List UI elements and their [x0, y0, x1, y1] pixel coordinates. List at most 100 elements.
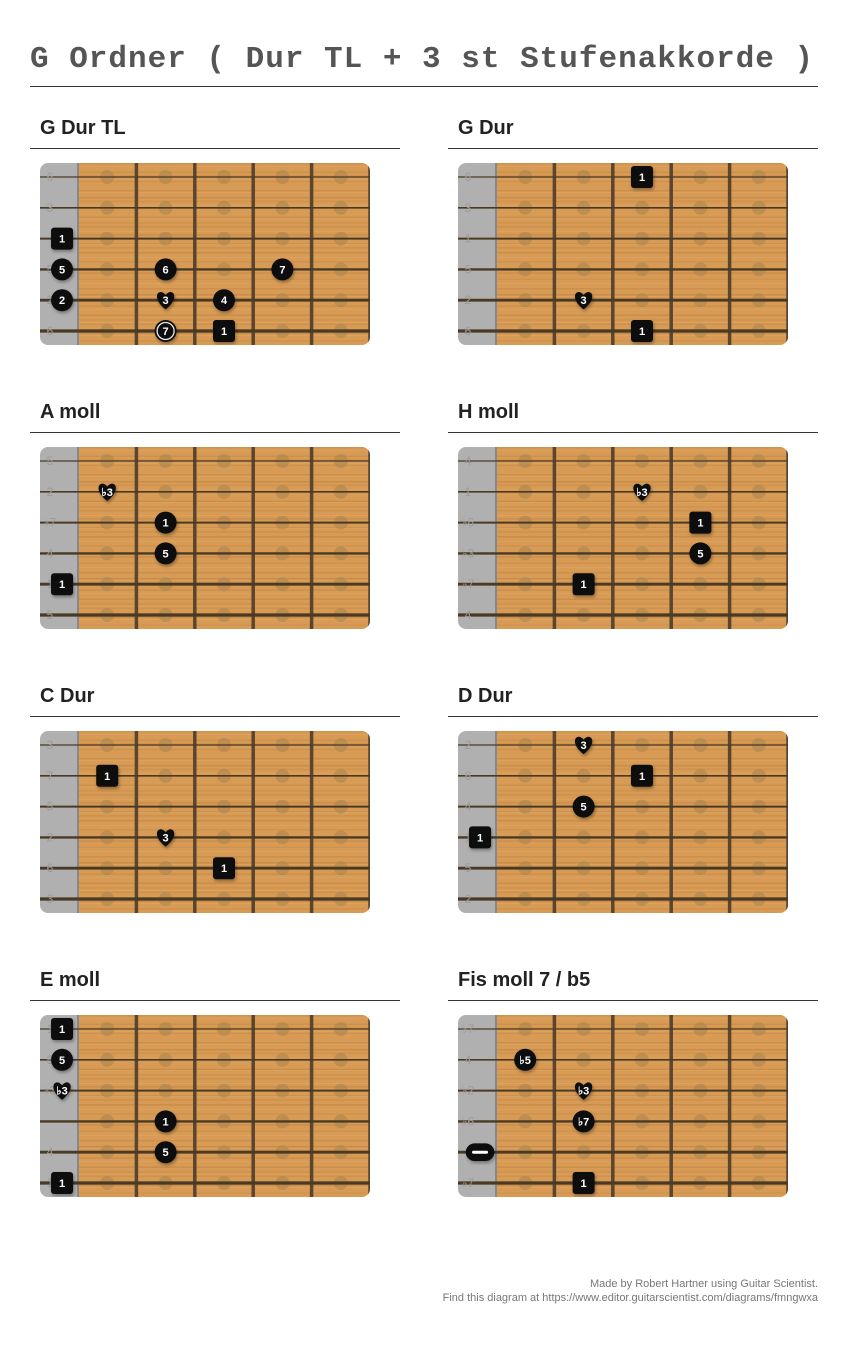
- chord-rule: [30, 432, 400, 433]
- marker-label: 5: [163, 548, 169, 560]
- fret-marker: 5: [155, 1141, 177, 1163]
- string-label: 3: [465, 201, 472, 215]
- fretboard: 52♭74151♭315: [40, 447, 370, 629]
- chord-cell: G Dur631526311: [448, 117, 818, 345]
- fret-marker: ♭7: [573, 1110, 595, 1132]
- marker-label: 1: [639, 771, 645, 783]
- fretboard-wrap: 41♭6♭3♭741♭315: [448, 447, 818, 629]
- string-label: ♭2: [462, 1084, 475, 1098]
- fretboard-wrap: 63526152637417: [30, 163, 400, 345]
- marker-label: 2: [59, 295, 65, 307]
- string-label: 2: [465, 738, 472, 752]
- chord-title: E moll: [40, 969, 400, 992]
- fretboard-wrap: 15♭34115♭3115: [30, 1015, 400, 1197]
- fretboard-wrap: 375263131: [30, 731, 400, 913]
- string-label: 3: [47, 892, 54, 906]
- string-label: ♭7: [462, 1022, 475, 1036]
- string-label: ♭7: [462, 1176, 475, 1190]
- string-label: 1: [465, 485, 472, 499]
- string-label: 4: [465, 454, 472, 468]
- chord-rule: [30, 148, 400, 149]
- fret-marker: 7: [271, 258, 293, 280]
- string-label: 2: [465, 293, 472, 307]
- marker-label: 3: [163, 832, 169, 844]
- fret-marker: 1: [51, 573, 73, 595]
- fretboard: 375263131: [40, 731, 370, 913]
- fret-marker: 2: [51, 289, 73, 311]
- marker-label: 1: [477, 832, 483, 844]
- marker-label: 7: [163, 326, 169, 338]
- marker-label: 3: [581, 740, 587, 752]
- string-label: 4: [465, 1053, 472, 1067]
- string-label: 4: [47, 1145, 54, 1159]
- marker-label: 1: [697, 518, 703, 530]
- marker-label: 5: [59, 264, 65, 276]
- chord-rule: [30, 1000, 400, 1001]
- string-label: ♭7: [44, 516, 57, 530]
- fretboard-wrap: 631526311: [448, 163, 818, 345]
- string-label: 6: [465, 769, 472, 783]
- string-label: 4: [465, 608, 472, 622]
- chord-rule: [448, 148, 818, 149]
- chord-title: Fis moll 7 / b5: [458, 969, 818, 992]
- string-label: 6: [47, 170, 54, 184]
- fret-marker: 1: [51, 228, 73, 250]
- fret-marker: 1: [469, 826, 491, 848]
- string-label: 5: [47, 454, 54, 468]
- marker-label: 1: [104, 771, 110, 783]
- chord-rule: [448, 1000, 818, 1001]
- chord-title: D Dur: [458, 685, 818, 708]
- string-label: 5: [465, 861, 472, 875]
- string-label: 1: [465, 232, 472, 246]
- chord-rule: [448, 432, 818, 433]
- fret-marker: 1: [573, 573, 595, 595]
- marker-label: 1: [581, 1178, 587, 1190]
- fretboard: 631526311: [458, 163, 788, 345]
- marker-label: ♭7: [578, 1116, 589, 1128]
- string-label: 5: [47, 608, 54, 622]
- fretboard: 63526152637417: [40, 163, 370, 345]
- chord-cell: A moll52♭74151♭315: [30, 401, 400, 629]
- marker-label: 1: [163, 518, 169, 530]
- string-label: ♭6: [462, 1114, 475, 1128]
- marker-label: ♭3: [578, 1086, 589, 1098]
- fret-marker: 1: [631, 765, 653, 787]
- fretboard: ♭7 4 ♭2 ♭6 ♭7 ♭5 ♭3 ♭7 1: [458, 1015, 788, 1197]
- marker-label: 5: [697, 548, 703, 560]
- string-label: 5: [465, 262, 472, 276]
- marker-label: ♭3: [636, 487, 647, 499]
- fret-marker: 5: [155, 542, 177, 564]
- marker-label: 1: [581, 579, 587, 591]
- marker-label: 1: [221, 863, 227, 875]
- chord-cell: Fis moll 7 / b5 ♭7 4 ♭2 ♭6 ♭7 ♭5 ♭3 ♭7 1: [448, 969, 818, 1197]
- fret-marker: [466, 1143, 495, 1161]
- marker-label: 1: [59, 1178, 65, 1190]
- chord-title: G Dur: [458, 117, 818, 140]
- fret-marker: 1: [213, 320, 235, 342]
- chord-cell: G Dur TL63526152637417: [30, 117, 400, 345]
- diagram-grid: G Dur TL63526152637417G Dur631526311A mo…: [30, 117, 818, 1197]
- marker-label: 1: [639, 326, 645, 338]
- fret-marker: 1: [573, 1172, 595, 1194]
- fret-marker: 7: [155, 320, 177, 342]
- fretboard: 15♭34115♭3115: [40, 1015, 370, 1197]
- fret-marker: 1: [51, 1018, 73, 1040]
- string-label: 6: [47, 861, 54, 875]
- string-label: 2: [47, 830, 54, 844]
- marker-label: 7: [279, 264, 285, 276]
- marker-label: ♭5: [520, 1055, 531, 1067]
- chord-cell: D Dur2641521351: [448, 685, 818, 913]
- string-label: 6: [465, 324, 472, 338]
- fretboard-wrap: 52♭74151♭315: [30, 447, 400, 629]
- footer-url: Find this diagram at https://www.editor.…: [30, 1291, 818, 1305]
- title-rule: [30, 86, 818, 87]
- chord-rule: [448, 716, 818, 717]
- marker-label: 3: [581, 295, 587, 307]
- chord-title: G Dur TL: [40, 117, 400, 140]
- string-label: 2: [465, 892, 472, 906]
- string-label: ♭3: [462, 546, 475, 560]
- chord-cell: C Dur375263131: [30, 685, 400, 913]
- chord-cell: E moll15♭34115♭3115: [30, 969, 400, 1197]
- fret-marker: 4: [213, 289, 235, 311]
- marker-label: 4: [221, 295, 228, 307]
